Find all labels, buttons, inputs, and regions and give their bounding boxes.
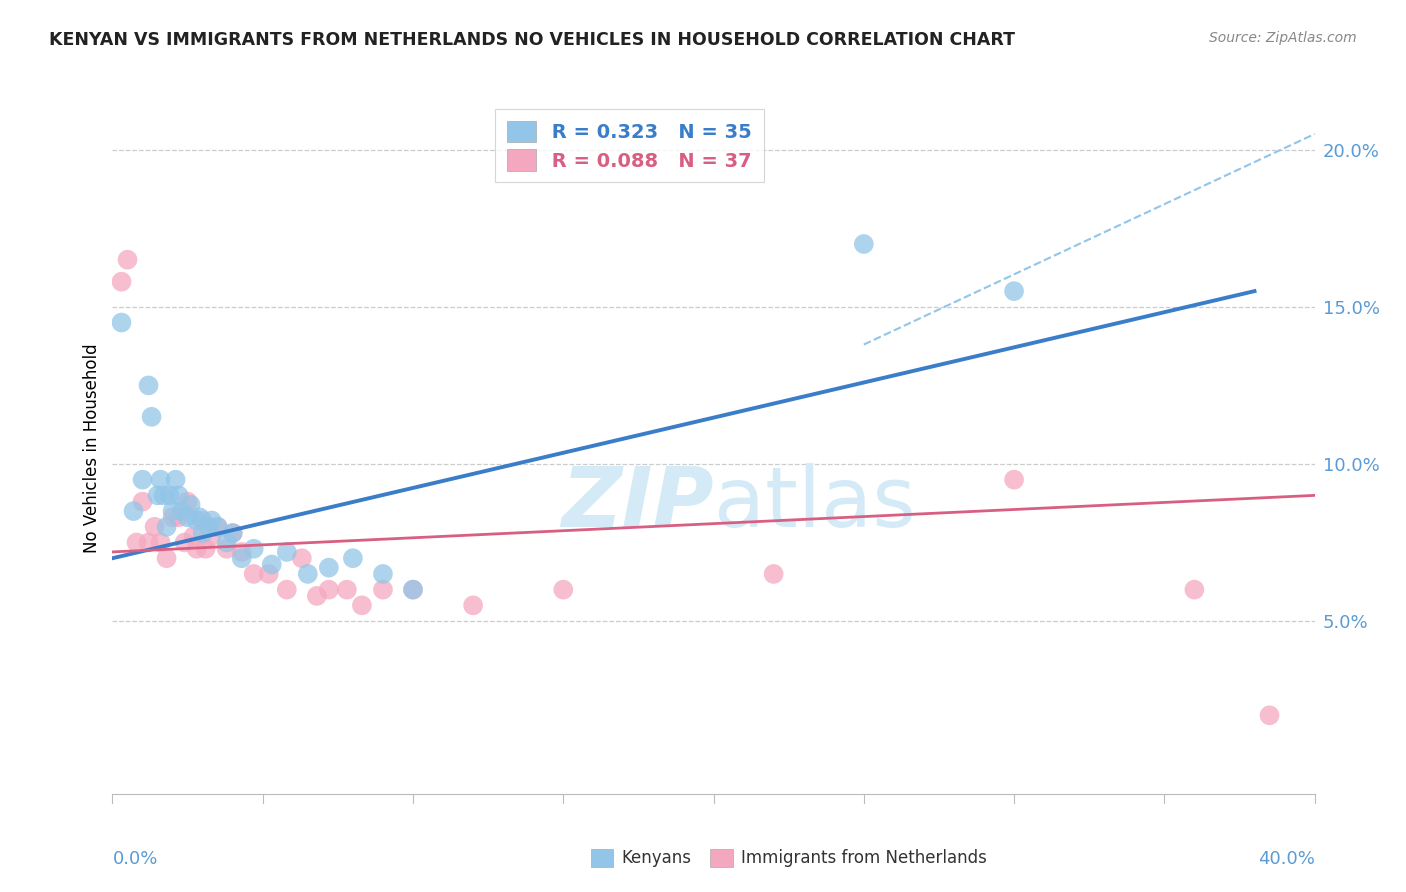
Point — [173, 535, 195, 549]
Point — [194, 541, 217, 556]
Point — [149, 473, 172, 487]
Point — [215, 535, 238, 549]
Point — [131, 494, 153, 508]
Text: Source: ZipAtlas.com: Source: ZipAtlas.com — [1209, 31, 1357, 45]
Point — [162, 504, 184, 518]
Point — [342, 551, 364, 566]
Point — [176, 494, 198, 508]
Point — [336, 582, 359, 597]
Point — [201, 529, 224, 543]
Point — [371, 582, 394, 597]
Point — [155, 551, 177, 566]
Point — [553, 582, 575, 597]
Point — [242, 541, 264, 556]
Point — [180, 498, 202, 512]
Point — [110, 275, 132, 289]
Point — [138, 378, 160, 392]
Point — [852, 237, 875, 252]
Point — [231, 545, 253, 559]
Point — [165, 473, 187, 487]
Point — [141, 409, 163, 424]
Point — [305, 589, 328, 603]
Point — [183, 529, 205, 543]
Point — [110, 316, 132, 330]
Text: Kenyans: Kenyans — [621, 849, 692, 867]
Legend:  R = 0.323   N = 35,  R = 0.088   N = 37: R = 0.323 N = 35, R = 0.088 N = 37 — [495, 109, 763, 182]
Point — [1184, 582, 1206, 597]
Point — [143, 520, 166, 534]
Point — [222, 526, 245, 541]
Point — [146, 488, 169, 502]
Point — [762, 566, 785, 581]
Point — [215, 541, 238, 556]
Point — [260, 558, 283, 572]
Point — [186, 514, 208, 528]
Point — [1002, 473, 1025, 487]
Text: 0.0%: 0.0% — [112, 850, 157, 869]
Text: 40.0%: 40.0% — [1258, 850, 1315, 869]
Point — [222, 526, 245, 541]
Text: atlas: atlas — [713, 463, 915, 544]
Point — [350, 599, 373, 613]
Point — [167, 510, 190, 524]
Point — [257, 566, 280, 581]
Point — [371, 566, 394, 581]
Point — [1258, 708, 1281, 723]
Point — [155, 520, 177, 534]
Point — [318, 560, 340, 574]
Point — [188, 510, 211, 524]
Point — [176, 510, 198, 524]
Point — [125, 535, 148, 549]
Point — [201, 514, 224, 528]
Point — [402, 582, 425, 597]
Point — [231, 551, 253, 566]
Point — [197, 520, 219, 534]
Point — [131, 473, 153, 487]
Point — [159, 488, 181, 502]
Point — [162, 510, 184, 524]
Point — [191, 526, 214, 541]
Point — [297, 566, 319, 581]
Y-axis label: No Vehicles in Household: No Vehicles in Household — [83, 343, 101, 553]
Point — [461, 599, 484, 613]
Point — [207, 520, 229, 534]
Point — [170, 504, 193, 518]
Text: Immigrants from Netherlands: Immigrants from Netherlands — [741, 849, 987, 867]
Point — [318, 582, 340, 597]
Text: ZIP: ZIP — [561, 463, 713, 544]
Point — [149, 535, 172, 549]
Point — [291, 551, 314, 566]
Point — [276, 582, 298, 597]
Point — [276, 545, 298, 559]
Point — [117, 252, 139, 267]
Point — [207, 520, 229, 534]
Point — [402, 582, 425, 597]
Point — [191, 514, 214, 528]
Point — [242, 566, 264, 581]
Point — [1002, 284, 1025, 298]
Point — [138, 535, 160, 549]
Point — [152, 488, 174, 502]
Text: KENYAN VS IMMIGRANTS FROM NETHERLANDS NO VEHICLES IN HOUSEHOLD CORRELATION CHART: KENYAN VS IMMIGRANTS FROM NETHERLANDS NO… — [49, 31, 1015, 49]
Point — [167, 488, 190, 502]
Point — [186, 541, 208, 556]
Point — [122, 504, 145, 518]
